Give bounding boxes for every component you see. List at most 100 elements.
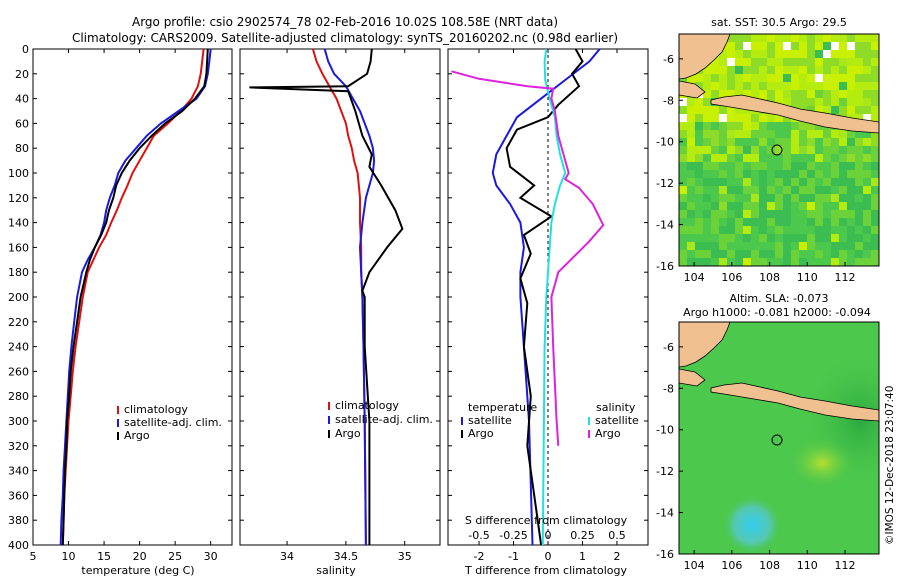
sst-cell <box>871 226 879 234</box>
sst-cell <box>703 202 711 210</box>
sst-cell <box>743 50 751 58</box>
sst-cell <box>855 186 863 194</box>
sst-cell <box>823 66 831 74</box>
sst-cell <box>687 226 695 234</box>
sst-cell <box>679 178 687 186</box>
sla-cyan-patch <box>722 495 782 554</box>
sst-cell <box>791 58 799 66</box>
sst-cell <box>823 90 831 98</box>
sst-cell <box>783 226 791 234</box>
sst-cell <box>855 218 863 226</box>
sst-cell <box>751 154 759 162</box>
sst-cell <box>743 162 751 170</box>
sst-cell <box>847 42 855 50</box>
sst-cell <box>751 146 759 154</box>
sst-cell <box>799 42 807 50</box>
sst-cell <box>791 34 799 42</box>
sst-cell <box>847 138 855 146</box>
sst-cell <box>839 146 847 154</box>
sst-cell <box>719 154 727 162</box>
sst-cell <box>807 138 815 146</box>
sst-cell <box>695 82 703 90</box>
sst-cell <box>847 178 855 186</box>
sst-cell <box>703 82 711 90</box>
sst-cell <box>759 42 767 50</box>
sst-cell <box>807 90 815 98</box>
sst-cell <box>815 186 823 194</box>
xtick-label: 5 <box>30 550 37 563</box>
sst-cell <box>719 226 727 234</box>
sst-cell <box>687 202 695 210</box>
sst-cell <box>727 114 735 122</box>
ytick-label: 40 <box>15 93 29 106</box>
sst-cell <box>799 154 807 162</box>
sst-cell <box>847 34 855 42</box>
sst-cell <box>703 242 711 250</box>
sst-cell <box>783 154 791 162</box>
sst-cell <box>695 162 703 170</box>
sst-cell <box>743 242 751 250</box>
sst-cell <box>679 202 687 210</box>
xtick-label: 0 <box>545 550 552 563</box>
sst-cell <box>775 258 783 266</box>
sst-cell <box>775 194 783 202</box>
sst-cell <box>711 74 719 82</box>
sst-cell <box>831 202 839 210</box>
sst-cell <box>823 146 831 154</box>
sst-cell <box>727 82 735 90</box>
sst-cell <box>831 186 839 194</box>
sst-cell <box>703 122 711 130</box>
sst-cell <box>791 202 799 210</box>
sst-cell <box>871 234 879 242</box>
sst-cell <box>799 178 807 186</box>
sst-cell <box>719 50 727 58</box>
sst-cell <box>775 154 783 162</box>
sst-cell <box>719 250 727 258</box>
x2tick-label: -0.25 <box>499 529 527 542</box>
series-line-satellite-adj-clim- <box>323 48 376 546</box>
sst-cell <box>799 34 807 42</box>
sst-cell <box>855 154 863 162</box>
sst-cell <box>807 154 815 162</box>
sst-cell <box>775 66 783 74</box>
sst-cell <box>783 170 791 178</box>
sst-cell <box>719 162 727 170</box>
sst-cell <box>799 98 807 106</box>
ytick-label: 120 <box>8 192 29 205</box>
sst-cell <box>831 106 839 114</box>
sst-cell <box>679 226 687 234</box>
sst-cell <box>719 194 727 202</box>
ytick-label: 260 <box>8 365 29 378</box>
sst-cell <box>799 50 807 58</box>
sst-cell <box>775 122 783 130</box>
sst-cell <box>759 242 767 250</box>
sst-cell <box>815 50 823 58</box>
sst-cells <box>679 34 879 266</box>
java-land <box>710 94 879 134</box>
sst-cell <box>823 210 831 218</box>
sst-cell <box>863 50 871 58</box>
sst-cell <box>767 242 775 250</box>
sst-cell <box>775 114 783 122</box>
legend3-temp-header: temperature <box>468 401 537 414</box>
sst-cell <box>831 34 839 42</box>
sst-cell <box>823 50 831 58</box>
sst-cell <box>735 194 743 202</box>
sla-frame <box>678 321 880 555</box>
sst-cell <box>823 34 831 42</box>
sst-cell <box>759 66 767 74</box>
ytick-label: 360 <box>8 489 29 502</box>
sst-cell <box>847 98 855 106</box>
sst-cell <box>695 242 703 250</box>
ytick-label: 220 <box>8 316 29 329</box>
sst-cell <box>703 66 711 74</box>
sla-land <box>679 322 879 422</box>
sst-cell <box>871 186 879 194</box>
sst-cell <box>767 42 775 50</box>
sst-cell <box>799 90 807 98</box>
map-xtick-label: 108 <box>759 559 780 572</box>
sst-cell <box>791 98 799 106</box>
sst-cell <box>839 138 847 146</box>
sst-cell <box>727 154 735 162</box>
sst-cell <box>839 66 847 74</box>
